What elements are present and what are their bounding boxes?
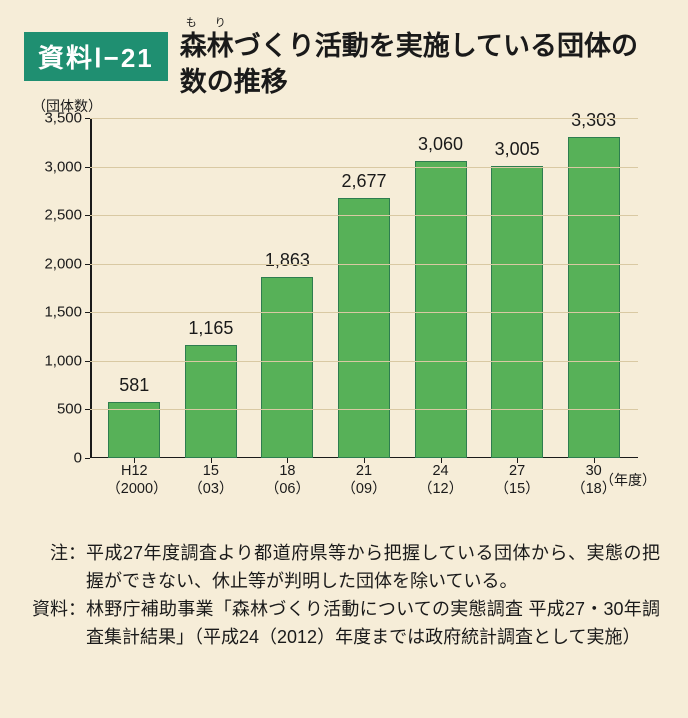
gridline	[90, 312, 638, 313]
y-tick-label: 1,500	[44, 304, 90, 321]
y-tick-mark	[85, 458, 90, 459]
y-tick-label: 2,500	[44, 207, 90, 224]
bars-container: 5811,1651,8632,6773,0603,0053,303	[90, 118, 638, 458]
y-tick-mark	[85, 167, 90, 168]
bar-chart: （団体数） 5811,1651,8632,6773,0603,0053,303 …	[32, 96, 656, 526]
bar-slot: 2,677	[336, 198, 392, 458]
figure-badge: 資料Ⅰ−21	[24, 32, 168, 81]
x-tick-label: 27（15）	[489, 462, 545, 498]
y-tick-mark	[85, 215, 90, 216]
note-body: 平成27年度調査より都道府県等から把握している団体から、実態の把握ができない、休…	[86, 540, 660, 596]
bar-value-label: 3,303	[571, 110, 616, 131]
gridline	[90, 361, 638, 362]
x-tick-label: 24（12）	[413, 462, 469, 498]
y-tick-mark	[85, 409, 90, 410]
note-head: 資料：	[32, 596, 86, 652]
x-labels: H12（2000）15（03）18（06）21（09）24（12）27（15）3…	[90, 462, 638, 498]
x-tick-label: 21（09）	[336, 462, 392, 498]
gridline	[90, 167, 638, 168]
y-tick-label: 1,000	[44, 352, 90, 369]
y-tick-label: 3,500	[44, 110, 90, 127]
bar-value-label: 2,677	[341, 171, 386, 192]
bar-value-label: 3,060	[418, 134, 463, 155]
header: 資料Ⅰ−21 もり 森林づくり活動を実施している団体の数の推移	[0, 0, 688, 109]
gridline	[90, 264, 638, 265]
y-tick-mark	[85, 312, 90, 313]
figure-title: 森林づくり活動を実施している団体の数の推移	[180, 18, 664, 101]
bar-value-label: 3,005	[495, 139, 540, 160]
title-wrap: もり 森林づくり活動を実施している団体の数の推移	[180, 18, 664, 101]
note-head: 注：	[32, 540, 86, 596]
x-axis-unit: （年度）	[600, 470, 656, 490]
bar-value-label: 1,863	[265, 250, 310, 271]
y-tick-label: 3,000	[44, 158, 90, 175]
bar	[261, 277, 313, 458]
footnotes: 注： 平成27年度調査より都道府県等から把握している団体から、実態の把握ができな…	[32, 540, 660, 652]
bar	[338, 198, 390, 458]
note-row: 資料： 林野庁補助事業「森林づくり活動についての実態調査 平成27・30年調査集…	[32, 596, 660, 652]
x-tick-label: H12（2000）	[106, 462, 162, 498]
note-body: 林野庁補助事業「森林づくり活動についての実態調査 平成27・30年調査集計結果」…	[86, 596, 660, 652]
x-tick-label: 18（06）	[259, 462, 315, 498]
bar	[415, 161, 467, 458]
plot-area: 5811,1651,8632,6773,0603,0053,303 05001,…	[90, 118, 638, 458]
bar-value-label: 581	[119, 375, 149, 396]
y-tick-mark	[85, 118, 90, 119]
gridline	[90, 409, 638, 410]
bar-slot: 3,060	[413, 161, 469, 458]
x-tick-label: 15（03）	[183, 462, 239, 498]
bar-slot: 1,863	[259, 277, 315, 458]
y-tick-mark	[85, 264, 90, 265]
gridline	[90, 118, 638, 119]
y-tick-label: 2,000	[44, 255, 90, 272]
y-tick-mark	[85, 361, 90, 362]
title-ruby: もり	[180, 14, 244, 30]
bar-value-label: 1,165	[188, 318, 233, 339]
gridline	[90, 215, 638, 216]
note-row: 注： 平成27年度調査より都道府県等から把握している団体から、実態の把握ができな…	[32, 540, 660, 596]
